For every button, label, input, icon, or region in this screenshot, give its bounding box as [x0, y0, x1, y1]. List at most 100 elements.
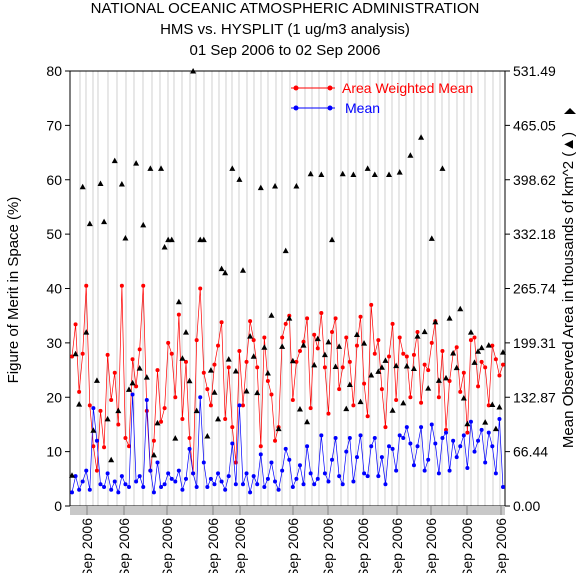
point-observed-area [418, 134, 425, 140]
point-observed-area [443, 374, 450, 381]
y-tick-label-right: 66.44 [513, 444, 548, 460]
point-area-weighted-mean [397, 335, 402, 340]
point-area-weighted-mean [269, 392, 274, 397]
point-area-weighted-mean [183, 359, 188, 364]
point-mean [397, 433, 402, 438]
point-observed-area [218, 265, 225, 272]
point-observed-area [115, 407, 122, 414]
point-observed-area [275, 425, 282, 432]
point-observed-area [232, 367, 239, 374]
point-observed-area [193, 407, 200, 414]
point-mean [244, 471, 249, 476]
point-area-weighted-mean [422, 362, 427, 367]
point-area-weighted-mean [436, 395, 441, 400]
point-observed-area [215, 415, 222, 422]
point-mean [130, 392, 135, 397]
point-area-weighted-mean [173, 395, 178, 400]
point-area-weighted-mean [476, 384, 481, 389]
point-observed-area [471, 359, 478, 365]
point-area-weighted-mean [483, 365, 488, 370]
y-axis-label-left: Figure of Merit in Space (%) [5, 197, 22, 384]
point-mean [87, 487, 92, 492]
point-area-weighted-mean [166, 340, 171, 345]
point-area-weighted-mean [322, 365, 327, 370]
point-observed-area [353, 331, 360, 338]
point-observed-area [485, 342, 492, 348]
point-observed-area [129, 379, 136, 386]
point-mean [340, 482, 345, 487]
point-mean [91, 406, 96, 411]
point-observed-area [428, 235, 435, 241]
point-observed-area [168, 236, 175, 243]
point-observed-area [393, 362, 400, 369]
point-mean [451, 438, 456, 443]
point-mean [94, 438, 99, 443]
plot-area-frame [69, 70, 506, 507]
legend-label-mean: Mean [345, 100, 380, 116]
chart-date-range: 01 Sep 2006 to 02 Sep 2006 [189, 42, 380, 59]
point-area-weighted-mean [426, 368, 431, 373]
point-observed-area [83, 329, 90, 335]
point-mean [362, 471, 367, 476]
point-area-weighted-mean [216, 343, 221, 348]
point-area-weighted-mean [223, 417, 228, 421]
point-area-weighted-mean [347, 359, 352, 364]
legend: Area Weighted Mean Mean [291, 80, 473, 116]
point-area-weighted-mean [333, 316, 338, 321]
point-area-weighted-mean [109, 397, 114, 402]
point-mean [365, 474, 370, 479]
point-observed-area [289, 357, 296, 364]
x-tick-label: Sep 2006 [493, 518, 509, 573]
right-axis-triangle-marker [564, 108, 576, 114]
point-mean [287, 457, 292, 462]
point-mean [70, 490, 74, 495]
point-area-weighted-mean [379, 387, 384, 392]
point-observed-area [254, 389, 261, 396]
x-tick-label: Sep 2006 [459, 518, 475, 573]
point-mean [262, 484, 267, 489]
point-mean [337, 474, 342, 479]
point-area-weighted-mean [244, 359, 249, 364]
point-mean [194, 484, 199, 489]
point-mean [162, 482, 167, 487]
point-observed-area [382, 357, 389, 363]
point-mean [294, 476, 299, 481]
point-observed-area [229, 165, 236, 171]
point-area-weighted-mean [358, 314, 363, 319]
point-observed-area [457, 305, 464, 312]
point-observed-area [236, 176, 243, 182]
point-observed-area [432, 318, 439, 325]
point-area-weighted-mean [454, 345, 459, 350]
point-mean [137, 474, 142, 479]
point-observed-area [386, 171, 393, 178]
point-mean [180, 487, 185, 492]
point-area-weighted-mean [144, 408, 149, 413]
point-mean [429, 422, 434, 427]
point-observed-area [343, 405, 350, 412]
point-observed-area [460, 394, 467, 401]
series-area-weighted-mean [70, 283, 505, 476]
point-area-weighted-mean [130, 357, 135, 362]
point-area-weighted-mean [155, 368, 160, 373]
point-area-weighted-mean [376, 338, 381, 343]
point-mean [208, 476, 213, 481]
point-mean [461, 433, 466, 438]
point-observed-area [307, 170, 314, 177]
x-tick-label: Sep 2006 [205, 518, 221, 573]
series-line-mean [71, 394, 504, 494]
point-area-weighted-mean [404, 354, 409, 359]
point-observed-area [147, 165, 154, 171]
point-observed-area [247, 333, 254, 339]
x-tick-label: Sep 2006 [285, 518, 301, 573]
y-axis-left: 0 10 20 30 40 50 60 70 80 [46, 63, 70, 514]
point-mean [112, 479, 117, 484]
point-mean [159, 484, 164, 489]
point-observed-area [407, 152, 414, 158]
point-mean [476, 438, 481, 443]
x-tick-label: Sep 2006 [423, 518, 439, 573]
point-area-weighted-mean [312, 332, 317, 337]
point-area-weighted-mean [280, 335, 285, 340]
point-area-weighted-mean [77, 389, 82, 394]
y-tick-label-left: 50 [46, 226, 62, 242]
y-tick-label-right: 332.18 [513, 226, 556, 242]
